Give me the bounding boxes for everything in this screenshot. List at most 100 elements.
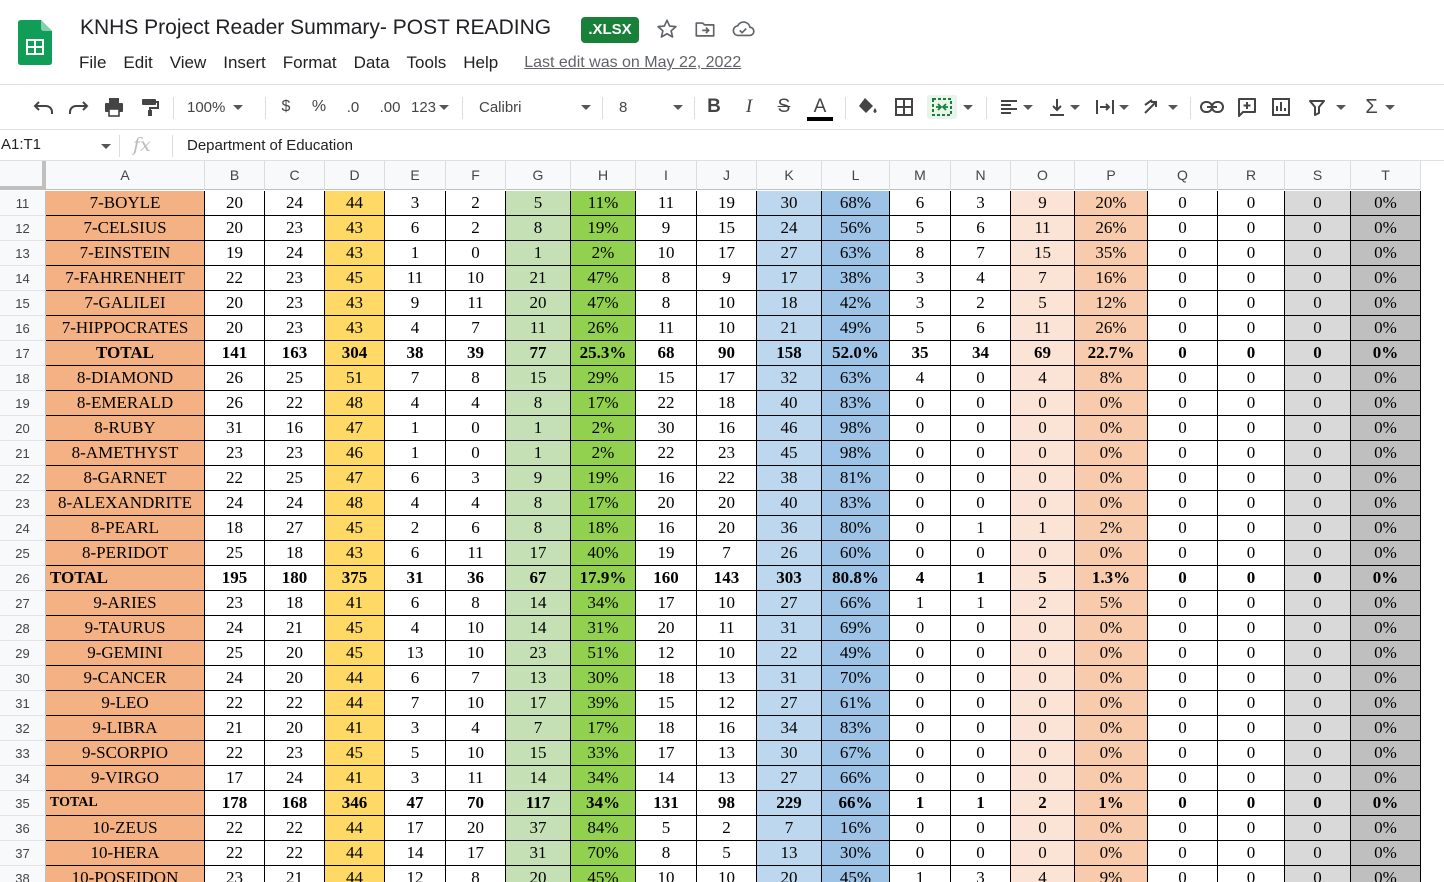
cell-q[interactable]: 0 [1148, 666, 1218, 691]
cell-m[interactable]: 0 [890, 391, 951, 416]
cloud-status-icon[interactable] [731, 18, 755, 40]
cell-n[interactable]: 0 [951, 816, 1011, 841]
menu-view[interactable]: View [169, 53, 207, 72]
column-header-l[interactable]: L [822, 161, 890, 190]
cell-g[interactable]: 15 [506, 741, 571, 766]
cell-l[interactable]: 45% [822, 866, 890, 882]
cell-d[interactable]: 48 [325, 491, 385, 516]
cell-r[interactable]: 0 [1218, 266, 1285, 291]
cell-n[interactable]: 0 [951, 841, 1011, 866]
horizontal-align-icon[interactable] [996, 95, 1036, 119]
cell-o[interactable]: 11 [1011, 216, 1075, 241]
cell-h[interactable]: 17% [571, 716, 636, 741]
cell-c[interactable]: 24 [265, 241, 325, 266]
cell-r[interactable]: 0 [1218, 341, 1285, 366]
insert-comment-icon[interactable] [1235, 95, 1259, 119]
cell-b[interactable]: 178 [205, 791, 265, 816]
cell-g[interactable]: 8 [506, 216, 571, 241]
cell-k[interactable]: 27 [757, 766, 822, 791]
cell-j[interactable]: 10 [697, 591, 757, 616]
row-header[interactable]: 22 [0, 466, 46, 491]
cell-j[interactable]: 10 [697, 316, 757, 341]
cell-p[interactable]: 22.7% [1075, 341, 1148, 366]
cell-t[interactable]: 0% [1351, 866, 1421, 882]
cell-p[interactable]: 0% [1075, 666, 1148, 691]
cell-e[interactable]: 38 [385, 341, 446, 366]
cell-q[interactable]: 0 [1148, 766, 1218, 791]
cell-n[interactable]: 2 [951, 291, 1011, 316]
cell-g[interactable]: 31 [506, 841, 571, 866]
cell-b[interactable]: 24 [205, 666, 265, 691]
cell-n[interactable]: 0 [951, 766, 1011, 791]
cell-g[interactable]: 1 [506, 441, 571, 466]
cell-k[interactable]: 36 [757, 516, 822, 541]
cell-k[interactable]: 27 [757, 591, 822, 616]
cell-b[interactable]: 195 [205, 566, 265, 591]
cell-t[interactable]: 0% [1351, 741, 1421, 766]
cell-q[interactable]: 0 [1148, 266, 1218, 291]
cell-k[interactable]: 303 [757, 566, 822, 591]
cell-i[interactable]: 8 [636, 841, 697, 866]
cell-c[interactable]: 180 [265, 566, 325, 591]
cell-j[interactable]: 12 [697, 691, 757, 716]
cell-f[interactable]: 8 [446, 366, 506, 391]
column-header-g[interactable]: G [506, 161, 571, 190]
cell-t[interactable]: 0% [1351, 716, 1421, 741]
column-header-q[interactable]: Q [1148, 161, 1218, 190]
cell-s[interactable]: 0 [1285, 566, 1351, 591]
cell-k[interactable]: 22 [757, 641, 822, 666]
cell-t[interactable]: 0% [1351, 441, 1421, 466]
cell-i[interactable]: 19 [636, 541, 697, 566]
font-size-select[interactable]: 8 [619, 95, 683, 119]
cell-r[interactable]: 0 [1218, 641, 1285, 666]
column-header-m[interactable]: M [890, 161, 951, 190]
cell-b[interactable]: 20 [205, 191, 265, 216]
cell-c[interactable]: 163 [265, 341, 325, 366]
cell-r[interactable]: 0 [1218, 691, 1285, 716]
cell-p[interactable]: 0% [1075, 616, 1148, 641]
menu-insert[interactable]: Insert [223, 53, 266, 72]
cell-l[interactable]: 68% [822, 191, 890, 216]
cell-m[interactable]: 5 [890, 216, 951, 241]
cell-f[interactable]: 0 [446, 416, 506, 441]
cell-g[interactable]: 13 [506, 666, 571, 691]
cell-s[interactable]: 0 [1285, 341, 1351, 366]
cell-p[interactable]: 20% [1075, 191, 1148, 216]
cell-i[interactable]: 15 [636, 691, 697, 716]
cell-o[interactable]: 0 [1011, 691, 1075, 716]
cell-k[interactable]: 27 [757, 241, 822, 266]
cell-c[interactable]: 21 [265, 616, 325, 641]
cell-c[interactable]: 24 [265, 491, 325, 516]
row-header[interactable]: 35 [0, 791, 46, 816]
cell-i[interactable]: 11 [636, 191, 697, 216]
cell-r[interactable]: 0 [1218, 541, 1285, 566]
cell-l[interactable]: 60% [822, 541, 890, 566]
cell-n[interactable]: 1 [951, 591, 1011, 616]
cell-q[interactable]: 0 [1148, 491, 1218, 516]
cell-i[interactable]: 131 [636, 791, 697, 816]
cell-l[interactable]: 49% [822, 641, 890, 666]
cell-t[interactable]: 0% [1351, 466, 1421, 491]
cell-o[interactable]: 15 [1011, 241, 1075, 266]
cell-l[interactable]: 66% [822, 791, 890, 816]
cell-f[interactable]: 11 [446, 541, 506, 566]
cell-s[interactable]: 0 [1285, 416, 1351, 441]
cell-c[interactable]: 25 [265, 466, 325, 491]
cell-i[interactable]: 17 [636, 741, 697, 766]
cell-a[interactable]: 8-DIAMOND [46, 366, 205, 391]
cell-i[interactable]: 17 [636, 591, 697, 616]
cell-r[interactable]: 0 [1218, 241, 1285, 266]
cell-l[interactable]: 52.0% [822, 341, 890, 366]
cell-t[interactable]: 0% [1351, 366, 1421, 391]
cell-q[interactable]: 0 [1148, 466, 1218, 491]
cell-e[interactable]: 7 [385, 366, 446, 391]
cell-s[interactable]: 0 [1285, 366, 1351, 391]
cell-n[interactable]: 1 [951, 516, 1011, 541]
cell-k[interactable]: 40 [757, 491, 822, 516]
cell-i[interactable]: 11 [636, 316, 697, 341]
cell-o[interactable]: 0 [1011, 641, 1075, 666]
cell-b[interactable]: 22 [205, 466, 265, 491]
menu-edit[interactable]: Edit [123, 53, 153, 72]
borders-icon[interactable] [892, 95, 916, 119]
column-header-e[interactable]: E [385, 161, 446, 190]
